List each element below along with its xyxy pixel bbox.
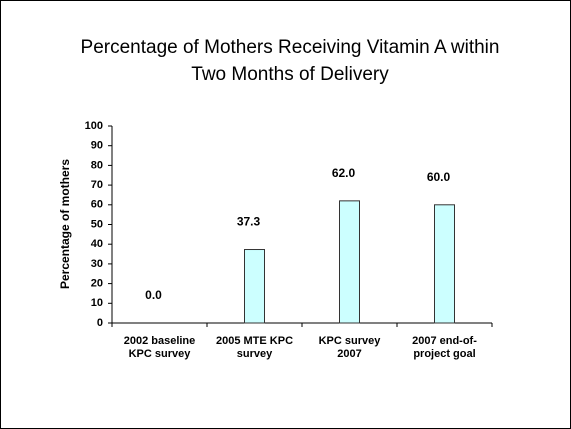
value-label: 37.3 [237,215,261,229]
bar [339,200,360,324]
x-tick-label: 2002 baseline KPC survey [124,335,196,360]
y-tick-label: 40 [91,238,103,250]
y-tick-label: 10 [91,297,103,309]
y-tick-label: 0 [97,317,103,329]
x-tick-label: 2005 MTE KPC survey [216,335,293,360]
y-tick-label: 30 [91,258,103,270]
bar [434,204,455,324]
y-axis-label: Percentage of mothers [58,159,72,289]
y-tick-label: 70 [91,179,103,191]
y-tick-label: 100 [85,120,103,132]
x-tick-label: KPC survey 2007 [319,335,382,360]
y-tick-label: 50 [91,218,103,230]
y-tick-label: 90 [91,140,103,152]
value-label: 0.0 [145,288,162,302]
value-label: 62.0 [332,166,356,180]
y-tick-label: 60 [91,199,103,211]
chart-title: Percentage of Mothers Receiving Vitamin … [81,37,500,85]
x-tick-label: 2007 end-of-project goal [412,335,477,360]
y-tick-label: 20 [91,278,103,290]
value-label: 60.0 [427,170,451,184]
bar [244,249,265,324]
y-tick-label: 80 [91,159,103,171]
